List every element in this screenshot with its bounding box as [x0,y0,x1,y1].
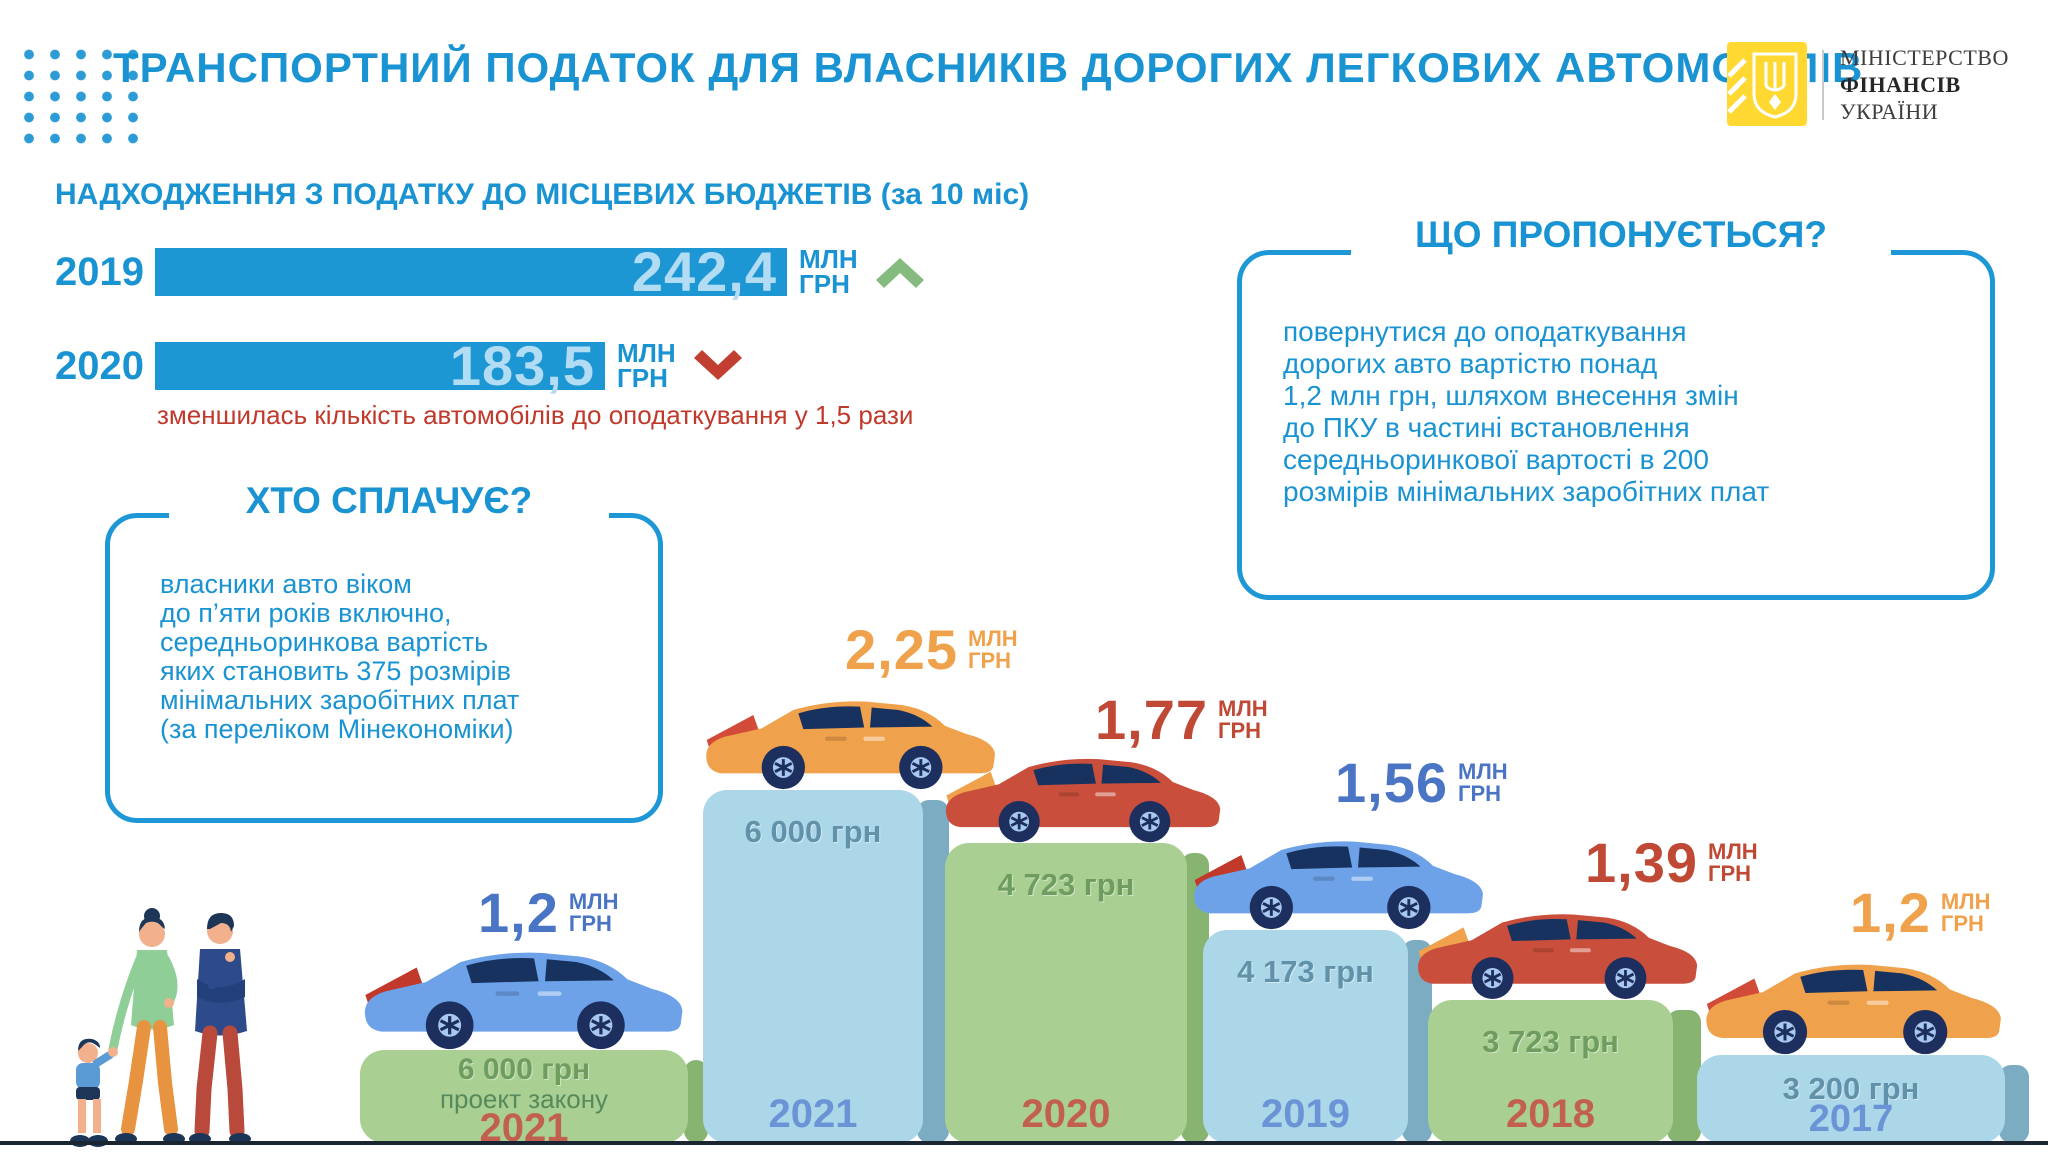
pillar-year: 2021 [479,1106,569,1150]
dots-decoration [10,40,142,146]
revenue-year-label: 2020 [55,343,144,388]
revenue-bar-2019: 242,4 [155,240,787,303]
who-pays-body: власники авто віком до п’яти років включ… [160,570,519,744]
car-blue-icon [358,940,688,1050]
proposal-title: ЩО ПРОПОНУЄТЬСЯ? [1351,214,1891,264]
threshold-label-2018: 1,39 МЛН ГРН [1585,831,1758,894]
proposal-line: 1,2 млн грн, шляхом внесення змін [1283,380,1739,411]
ministry-name: МІНІСТЕРСТВО ФІНАНСІВ УКРАЇНИ [1840,44,2009,125]
pillar-note: проект закону [439,1084,609,1114]
threshold-units: МЛН ГРН [1458,759,1508,806]
car-orange-icon [1700,953,2006,1055]
threshold-label-2019: 1,56 МЛН ГРН [1335,751,1508,814]
unit-grn: ГРН [617,363,668,393]
threshold-label-2021-draft: 1,2 МЛН ГРН [478,881,619,944]
proposal-line: повернутися до оподаткування [1283,316,1687,347]
ground-line [0,1141,2048,1145]
pillar-tax-value: 4 723 грн [997,867,1135,902]
threshold-value: 2,25 [845,618,958,681]
threshold-units: МЛН ГРН [968,626,1018,673]
pillar-year: 2020 [1021,1092,1111,1136]
page-title: ТРАНСПОРТНИЙ ПОДАТОК ДЛЯ ВЛАСНИКІВ ДОРОГ… [113,44,1864,91]
threshold-label-2020: 1,77 МЛН ГРН [1095,688,1268,751]
revenue-bar-value: 242,4 [631,240,777,303]
family-illustration [70,908,251,1147]
pillar-tax-value: 6 000 грн [744,814,882,849]
man-figure [189,913,251,1145]
revenue-note: зменшилась кількість автомобілів до опод… [157,400,914,430]
pillar-tax-value: 4 173 грн [1237,954,1374,989]
logo-divider [1822,50,1824,120]
pillar-year: 2019 [1261,1092,1350,1136]
threshold-value: 1,56 [1335,751,1448,814]
tax-pillar-2018: 3 723 грн 2018 [1428,1000,1673,1143]
threshold-units: МЛН ГРН [1708,839,1758,886]
threshold-units: МЛН ГРН [568,889,619,936]
threshold-label-2021: 2,25 МЛН ГРН [845,618,1018,681]
car-red-icon [940,748,1225,843]
pillar-year: 2021 [768,1092,858,1136]
tax-pillar-2021-draft: 6 000 грн проект закону 2021 [360,1050,688,1150]
ministry-line-2: ФІНАНСІВ [1840,72,1961,97]
proposal-body: повернутися до оподаткування дорогих авт… [1283,316,1769,508]
threshold-units: МЛН ГРН [1218,696,1268,743]
car-red-icon [1412,903,1702,1000]
pillar-year: 2017 [1808,1098,1894,1140]
woman-figure [108,908,185,1145]
proposal-line: до ПКУ в частині встановлення [1283,412,1690,443]
unit-mln: МЛН [799,244,858,274]
revenue-heading: НАДХОДЖЕННЯ З ПОДАТКУ ДО МІСЦЕВИХ БЮДЖЕТ… [55,178,1030,211]
who-pays-line: середньоринкова вартість [160,627,489,657]
who-pays-line: власники авто віком [160,569,412,599]
trend-up-icon [875,258,924,288]
who-pays-line: до п’яти років включно, [160,598,452,628]
threshold-value: 1,39 [1585,831,1698,894]
proposal-line: середньоринкової вартості в 200 [1283,444,1709,475]
pillar-tax-value: 3 200 грн [1782,1071,1920,1106]
revenue-year-label: 2019 [55,249,144,294]
revenue-row-2020: 2020 183,5 МЛН ГРН [55,334,744,397]
ministry-line-1: МІНІСТЕРСТВО [1840,45,2009,70]
threshold-value: 1,2 [1850,881,1931,944]
tax-pillar-2019: 4 173 грн 2019 [1203,930,1408,1143]
ministry-logo [1727,42,1807,126]
proposal-line: дорогих авто вартістю понад [1283,348,1658,379]
threshold-units: МЛН ГРН [1940,889,1991,936]
who-pays-box [105,513,663,823]
threshold-value: 1,77 [1095,688,1208,751]
unit-mln: МЛН [617,338,676,368]
revenue-bar-units: МЛН ГРН [617,338,676,393]
who-pays-line: мінімальних заробітних плат [160,685,520,715]
revenue-bar-2020: 183,5 [155,334,605,397]
ministry-line-3: УКРАЇНИ [1840,99,1939,124]
threshold-label-2017: 1,2 МЛН ГРН [1850,881,1991,944]
trident-icon [1727,52,1798,119]
tax-pillar-2021: 6 000 грн 2021 [703,790,923,1143]
pillar-tax-value: 3 723 грн [1482,1024,1619,1059]
pillar-tax-value: 6 000 грн [457,1053,591,1086]
tax-pillar-2020: 4 723 грн 2020 [945,843,1187,1143]
trend-down-icon [693,350,742,380]
boy-figure [70,1038,115,1147]
who-pays-line: (за переліком Мінекономіки) [160,714,514,744]
who-pays-title: ХТО СПЛАЧУЄ? [169,480,609,530]
threshold-value: 1,2 [478,881,559,944]
proposal-line: розмірів мінімальних заробітних плат [1283,476,1770,507]
revenue-bar-value: 183,5 [449,334,595,397]
tax-pillar-2017: 3 200 грн 2017 [1697,1055,2005,1143]
who-pays-line: яких становить 375 розмірів [160,656,511,686]
unit-grn: ГРН [799,269,850,299]
revenue-bar-units: МЛН ГРН [799,244,858,299]
pillar-year: 2018 [1506,1092,1595,1136]
revenue-row-2019: 2019 242,4 МЛН ГРН [55,240,926,303]
